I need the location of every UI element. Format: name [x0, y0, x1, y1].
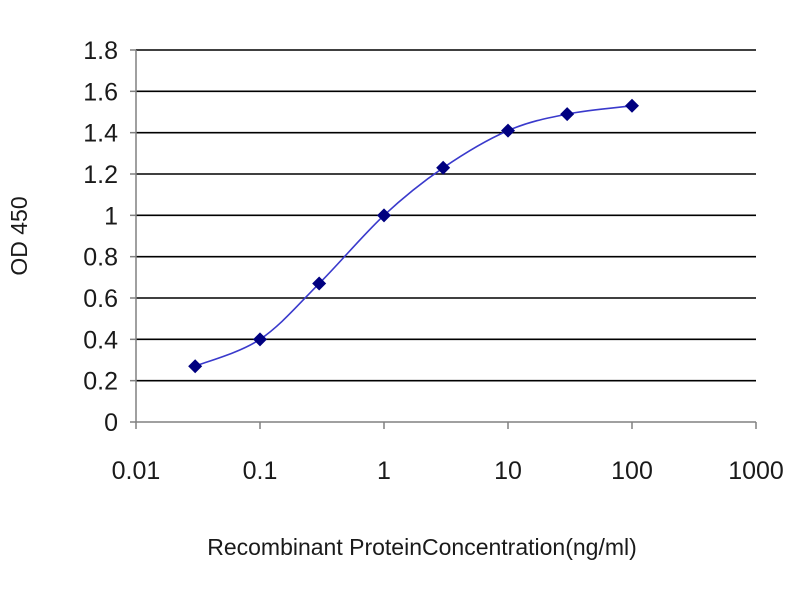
y-tick-label: 1.8: [83, 37, 118, 65]
tick-labels: 0 0.2 0.4 0.6 0.8 1 1.2 1.4 1.6 1.8 0.01 0.1 1 10 100 1…: [83, 37, 784, 485]
y-tick-label: 0.4: [83, 326, 118, 354]
x-tick-label: 0.1: [243, 457, 278, 485]
x-tick-label: 1: [377, 457, 391, 485]
y-tick-label: 1: [104, 202, 118, 230]
x-axis-title: Recombinant ProteinConcentration(ng/ml): [207, 534, 637, 560]
data-point-marker: [377, 208, 391, 223]
x-tick-label: 0.01: [112, 457, 161, 485]
data-point-marker: [312, 276, 327, 291]
data-points: [188, 98, 639, 374]
y-tick-label: 0.8: [83, 244, 118, 272]
grid-lines: [136, 49, 756, 382]
x-tick-label: 1000: [728, 457, 784, 485]
y-tick-label: 0.2: [83, 368, 118, 396]
y-tick-label: 1.6: [83, 78, 118, 106]
series-line: [194, 105, 633, 367]
y-axis-title: OD 450: [6, 196, 32, 275]
data-point-marker: [253, 332, 267, 347]
axis-ticks: [130, 49, 757, 429]
data-point-marker: [625, 98, 639, 113]
x-tick-label: 10: [494, 457, 522, 485]
y-tick-label: 0: [104, 409, 118, 437]
data-point-marker: [560, 107, 575, 122]
data-point-marker: [436, 160, 451, 175]
data-point-marker: [501, 123, 515, 138]
x-tick-label: 100: [611, 457, 653, 485]
data-point-marker: [188, 359, 203, 374]
y-tick-label: 1.4: [83, 120, 118, 148]
y-tick-label: 1.2: [83, 161, 118, 189]
y-tick-label: 0.6: [83, 285, 118, 313]
